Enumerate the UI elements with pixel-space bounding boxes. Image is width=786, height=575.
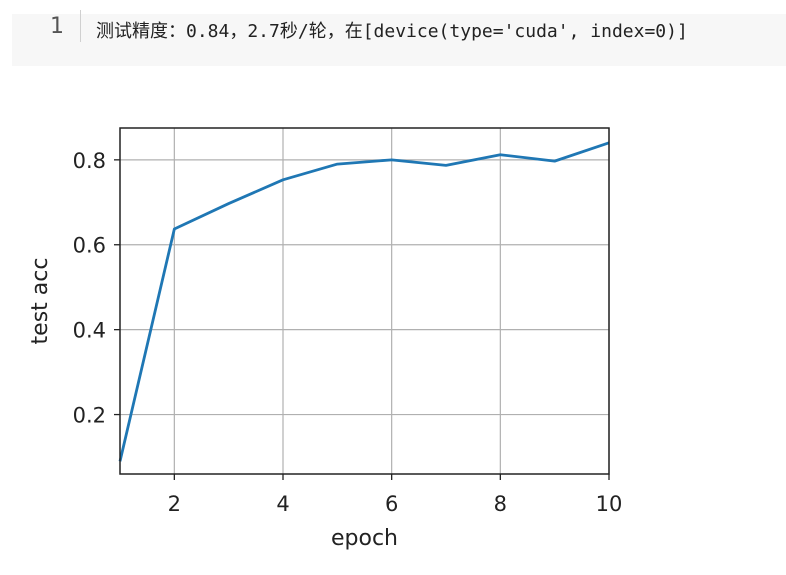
gutter-divider	[80, 10, 81, 42]
code-cell	[12, 14, 786, 66]
cell-output-text: 测试精度：0.84，2.7秒/轮，在[device(type='cuda', i…	[96, 21, 688, 42]
x-axis-label: epoch	[331, 526, 398, 551]
grid-layer	[120, 128, 610, 474]
y-tick-label: 0.6	[73, 234, 106, 258]
ticks-layer: 2 4 6 8 10 0.2 0.4 0.6 0.8	[73, 149, 623, 516]
x-tick-label: 2	[168, 492, 181, 516]
line-number: 1	[50, 14, 64, 39]
y-axis-label: test acc	[28, 258, 53, 345]
series-line	[118, 141, 610, 462]
series-layer	[118, 141, 610, 462]
y-tick-label: 0.2	[73, 404, 106, 428]
plot-frame	[119, 127, 610, 475]
x-tick-label: 10	[596, 492, 623, 516]
y-tick-label: 0.4	[73, 319, 106, 343]
y-tick-label: 0.8	[73, 149, 106, 173]
x-tick-label: 6	[385, 492, 398, 516]
x-tick-label: 8	[494, 492, 507, 516]
x-tick-label: 4	[276, 492, 289, 516]
